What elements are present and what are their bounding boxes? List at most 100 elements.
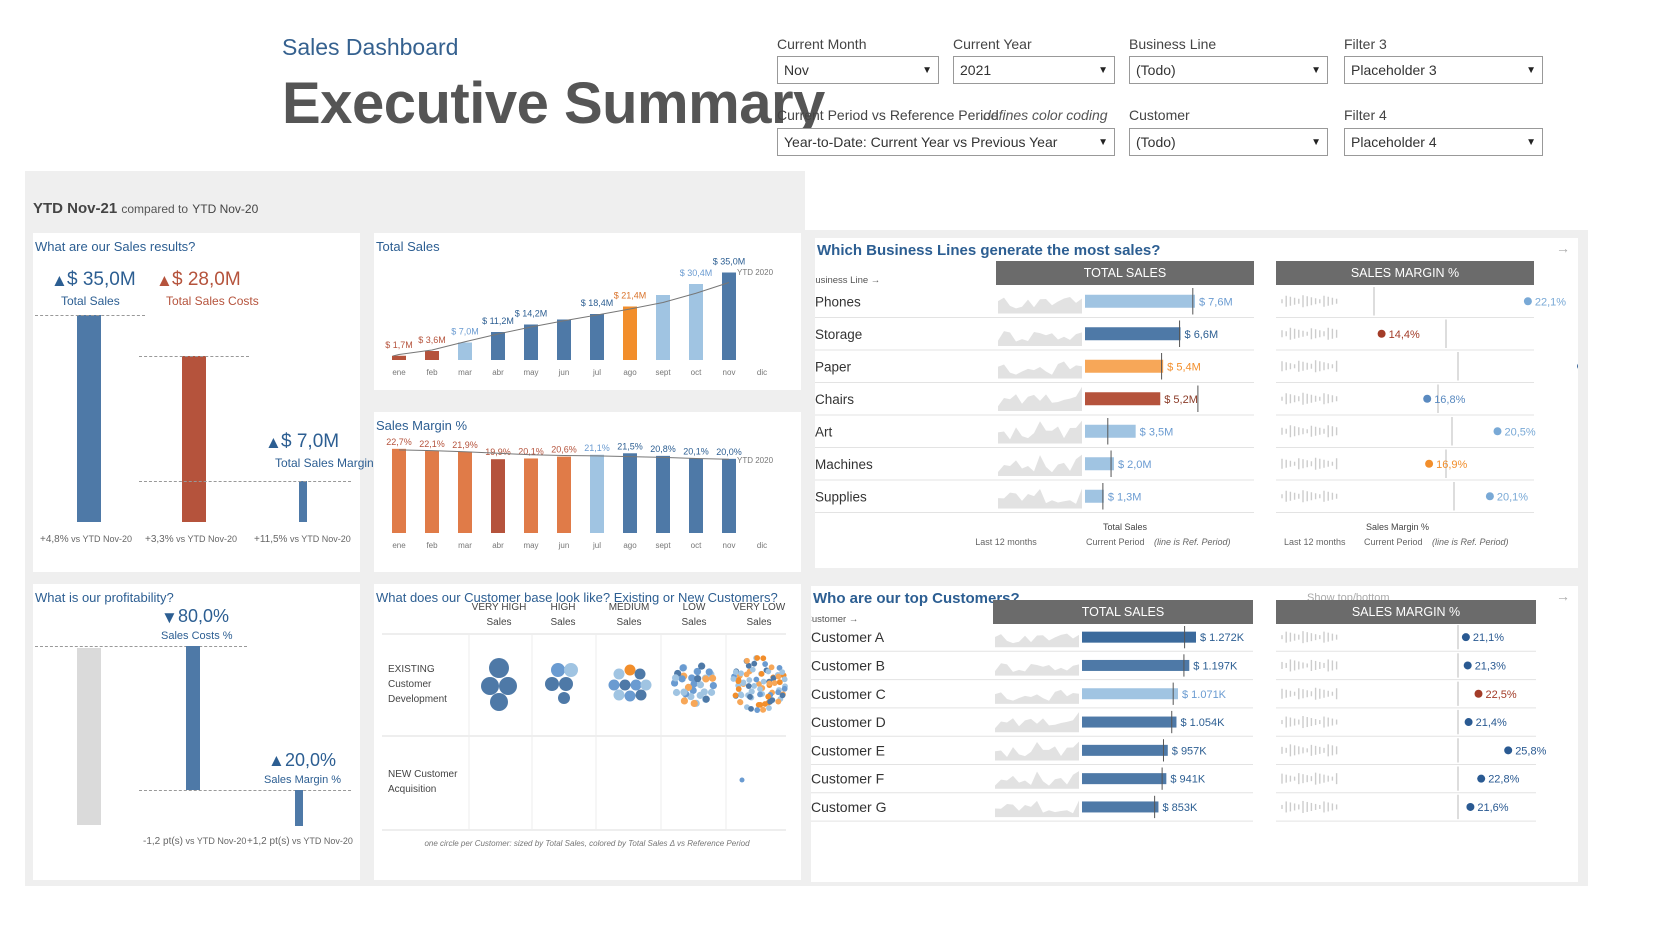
month-tick-label: dic [757,541,767,550]
sparkline-last12 [998,488,1082,509]
ytd-header: YTD Nov-21 compared to YTD Nov-20 [33,200,258,217]
month-tick-label: jun [558,368,570,377]
up-triangle-icon: ▲ [268,751,285,770]
customer-circle [693,667,702,676]
sparkline-last12 [995,689,1079,704]
margin-dot [1377,329,1386,338]
sparkline-last12 [998,361,1082,379]
column-header: Sales [616,617,641,628]
sales-bar [1082,659,1190,671]
filter3-select[interactable]: Placeholder 3 ▼ [1344,56,1543,84]
arrow-right-icon[interactable]: → [1556,588,1570,604]
dashboard-subtitle: Sales Dashboard [282,34,459,60]
customer-circle [748,705,754,712]
total-bar [77,648,101,825]
kpi-bar [295,790,303,826]
customer-circle [630,679,642,691]
column-header: Sales [746,617,771,628]
month-tick-label: nov [723,541,736,550]
month-tick-label: nov [723,368,736,377]
filter4-select[interactable]: Placeholder 4 ▼ [1344,128,1543,156]
customer-circle [735,677,742,683]
month-bar [392,448,406,533]
total-sales-col-label: TOTAL SALES [1084,266,1166,280]
month-tick-label: abr [492,368,504,377]
customer-circle [776,664,783,671]
sales-bar [1085,294,1195,308]
ytd-ref: YTD Nov-20 [192,202,259,216]
column-header: LOW [683,602,706,613]
reference-line [139,790,351,791]
customer-circle [624,664,636,676]
margin-dot [1485,492,1494,501]
sparkline-last12 [998,454,1082,476]
current-year-select[interactable]: 2021 ▼ [953,56,1115,84]
sales-value: $ 957K [1172,745,1208,757]
customer-circle [767,698,774,705]
customer-circle [766,680,773,687]
customer-circle [745,683,752,689]
business-line-select[interactable]: (Todo) ▼ [1129,56,1328,84]
period-select[interactable]: Year-to-Date: Current Year vs Previous Y… [777,128,1115,156]
sales-value: $ 853K [1162,802,1198,814]
business-line-value: (Todo) [1136,62,1176,78]
customer-circle [678,675,686,683]
margin-value: 25,8% [1515,745,1546,757]
customer-circle [756,681,762,687]
margin-value: 21,3% [1475,660,1506,672]
month-bar [557,319,571,360]
month-tick-label: mar [458,368,472,377]
sparkline-last12 [998,296,1082,314]
customer-circle [751,683,758,689]
row-name: Paper [815,359,852,374]
data-label: 20,1% [518,446,544,456]
sales-bar [1085,424,1136,438]
kpi-delta: +1,2 pt(s) vs YTD Nov-20 [247,836,353,847]
customer-circle [705,668,713,676]
sales-value: $ 1.071K [1182,689,1227,701]
sales-bar [1082,773,1167,785]
kpi-delta-value: +3,3% [145,534,174,545]
customer-circle [749,666,756,673]
chevron-down-icon: ▼ [1311,64,1321,76]
sales-margin-col-header [1276,261,1534,285]
footer-margin: Sales Margin % [1366,522,1429,532]
business-lines-panel: Which Business Lines generate the most s… [815,238,1578,568]
top-customers-panel: Who are our top Customers? Show top/bott… [811,586,1578,882]
customer-circle [490,693,508,711]
customer-circle [754,655,761,661]
footer-last12: Last 12 months [975,537,1037,547]
margin-dot [1477,774,1486,783]
period-value: Year-to-Date: Current Year vs Previous Y… [784,134,1058,150]
kpi-value: 80,0% [178,606,230,626]
data-label: $ 3,6M [418,335,446,345]
month-bar [590,454,604,533]
margin-dot [1466,802,1475,811]
customer-circle [735,686,742,692]
kpi-value: $ 7,0M [281,431,340,452]
data-label: $ 11,2M [482,316,514,326]
sales-value: $ 5,2M [1164,394,1198,406]
customer-select[interactable]: (Todo) ▼ [1129,128,1328,156]
customer-circle [779,692,786,699]
arrow-right-icon[interactable]: → [1556,240,1570,256]
column-header: VERY LOW [733,602,786,613]
column-header: MEDIUM [609,602,650,613]
customer-circle [768,664,775,671]
month-tick-label: ene [392,541,406,550]
month-bar [623,453,637,533]
chevron-down-icon: ▼ [1098,64,1108,76]
reference-line [139,356,249,358]
customer-circle [680,697,689,705]
filter4-value: Placeholder 4 [1351,134,1437,150]
margin-dot [1464,718,1473,727]
customer-circle [640,679,652,691]
month-tick-label: sept [655,541,671,550]
up-triangle-icon: ▲ [51,271,68,290]
current-month-select[interactable]: Nov ▼ [777,56,939,84]
ytd-current: YTD Nov-21 [33,200,118,217]
kpi-delta-suffix: vs YTD Nov-20 [173,534,237,544]
customer-circle [754,707,761,713]
customer-circle [489,658,509,678]
down-triangle-icon: ▼ [161,608,178,627]
